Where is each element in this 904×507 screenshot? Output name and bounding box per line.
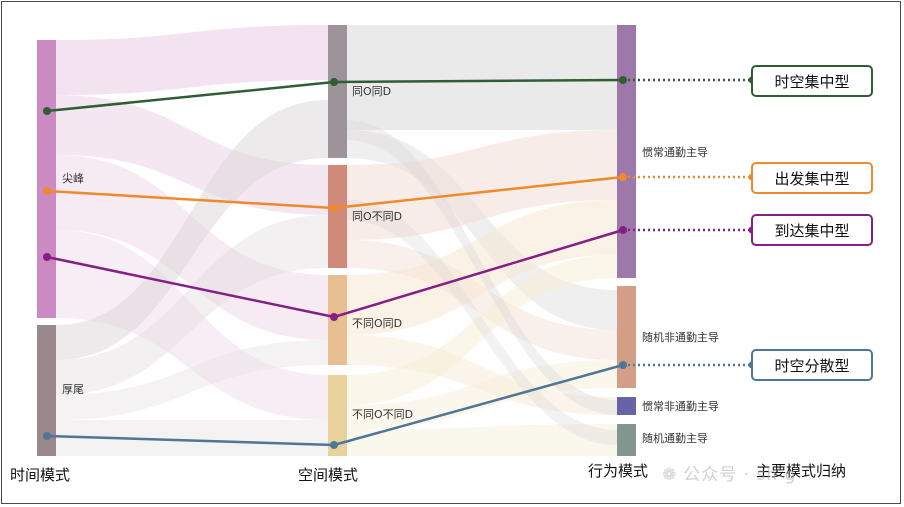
pattern-boxes — [751, 65, 873, 381]
pattern-box-labels: 时空集中型 出发集中型 到达集中型 时空分散型 — [774, 73, 849, 375]
node-label-tail: 厚尾 — [62, 383, 84, 396]
node-label-same-od: 同O同D — [352, 85, 391, 98]
flow-overlap-a — [347, 120, 617, 415]
flow-same-od-habitual — [347, 25, 617, 130]
dot — [43, 107, 51, 115]
flow-peak-same-o-diff-d — [56, 95, 328, 215]
flow-peak-same-od — [56, 25, 328, 95]
dot — [43, 432, 51, 440]
node-bar-random-commute — [617, 424, 636, 456]
dot — [619, 226, 627, 234]
node-bar-same-o-diff-d — [328, 165, 347, 268]
flow-diff-o-same-d-noncommute — [347, 335, 617, 415]
pattern-box-spatiotemporal-concentrated — [751, 65, 873, 97]
dot — [619, 173, 627, 181]
node-label-random-commute: 随机通勤主导 — [642, 431, 708, 445]
node-bar-diff-o-same-d — [328, 275, 347, 365]
dot — [43, 187, 51, 195]
dot — [330, 204, 338, 212]
dot — [619, 361, 627, 369]
column-title-behavior: 行为模式 — [588, 462, 649, 480]
node-label-peak: 尖峰 — [62, 172, 84, 185]
node-label-diff-od: 不同O不同D — [352, 408, 413, 421]
node-label-habitual-commute: 惯常通勤主导 — [642, 145, 708, 159]
pattern-connectors — [623, 78, 752, 367]
node-bar-habitual-commute — [617, 25, 636, 278]
dot — [330, 441, 338, 449]
node-bar-tail — [37, 325, 56, 456]
node-label-same-o-diff-d: 同O不同D — [352, 210, 402, 223]
node-labels: 尖峰 厚尾 同O同D 同O不同D 不同O同D 不同O不同D 惯常通勤主导 随机非… — [62, 85, 719, 445]
pattern-box-spatiotemporal-dispersed — [751, 349, 873, 381]
flow-diff-od-random — [347, 360, 617, 430]
flow-same-o-diff-d-habitual — [347, 130, 617, 240]
node-bar-peak — [37, 40, 56, 318]
pattern-box-arrival-concentrated — [751, 214, 873, 246]
watermark: ❁ 公众号 · sh g — [662, 460, 796, 485]
node-bar-random-noncommute — [617, 286, 636, 388]
flow-tail-diff-od — [56, 420, 328, 456]
dot — [619, 76, 627, 84]
node-label-random-noncommute: 随机非通勤主导 — [642, 330, 719, 344]
flow-ribbons — [56, 25, 617, 456]
node-bar-diff-od — [328, 375, 347, 456]
pattern-box-departure-concentrated — [751, 162, 873, 194]
node-label-diff-o-same-d: 不同O同D — [352, 317, 402, 330]
column-title-space: 空间模式 — [298, 466, 359, 484]
pattern-label-arrival-concentrated: 到达集中型 — [774, 222, 849, 240]
dot — [330, 313, 338, 321]
flow-diff-od-random-commute — [347, 424, 617, 456]
flow-overlap-b — [347, 200, 617, 445]
flow-tail-same-o-diff-d — [56, 215, 328, 395]
flow-tail-same-od — [56, 100, 328, 360]
node-bar-habitual-noncommute — [617, 397, 636, 415]
watermark-text: 公众号 · sh g — [683, 465, 797, 485]
flow-diff-o-same-d-habitual — [347, 200, 617, 335]
dot — [330, 78, 338, 86]
flow-diff-od-habitual — [347, 255, 617, 405]
pattern-label-departure-concentrated: 出发集中型 — [774, 170, 849, 188]
dot — [43, 253, 51, 261]
pattern-label-spatiotemporal-dispersed: 时空分散型 — [774, 357, 849, 375]
node-label-habitual-noncommute: 惯常非通勤主导 — [642, 399, 719, 413]
pattern-label-spatiotemporal-concentrated: 时空集中型 — [774, 73, 849, 91]
flow-tail-diff-o — [56, 340, 328, 420]
column-title-time: 时间模式 — [10, 466, 71, 484]
column-title-summary: 主要模式归纳 — [756, 462, 847, 480]
flow-peak-diff-od — [56, 230, 328, 420]
node-bar-same-od — [328, 25, 347, 158]
wechat-icon: ❁ — [662, 465, 678, 485]
